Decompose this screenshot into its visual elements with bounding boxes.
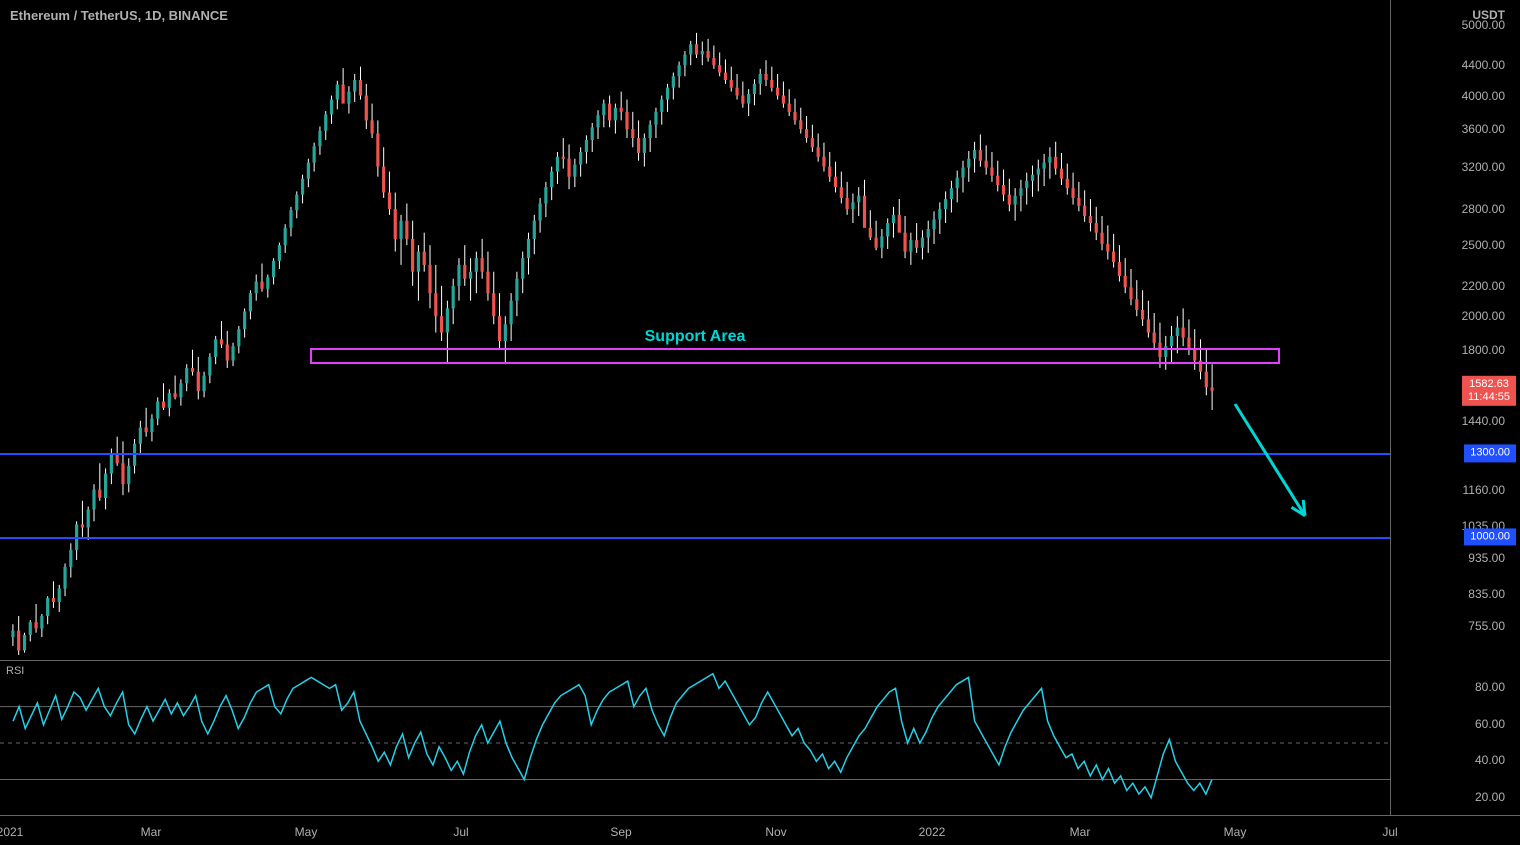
price-axis-tick: 1800.00 <box>1462 343 1505 357</box>
price-axis-tick: 3600.00 <box>1462 122 1505 136</box>
price-axis-tick: 755.00 <box>1468 619 1505 633</box>
time-axis-tick: May <box>295 825 318 839</box>
price-axis-tick: 2800.00 <box>1462 202 1505 216</box>
support-area-rect[interactable] <box>310 348 1280 364</box>
time-axis-tick: 2022 <box>919 825 946 839</box>
time-axis-tick: Mar <box>141 825 162 839</box>
price-axis-tick: 3200.00 <box>1462 160 1505 174</box>
time-axis-tick: 2021 <box>0 825 23 839</box>
level-price-badge: 1000.00 <box>1464 528 1516 545</box>
price-axis-tick: 2000.00 <box>1462 309 1505 323</box>
rsi-axis-tick: 40.00 <box>1475 753 1505 767</box>
time-axis-tick: Mar <box>1070 825 1091 839</box>
horizontal-level-line[interactable] <box>0 537 1390 539</box>
price-axis-tick: 4400.00 <box>1462 58 1505 72</box>
support-area-label: Support Area <box>645 328 746 346</box>
time-axis[interactable]: 2021 Mar May Jul Sep Nov 2022 Mar May Jul <box>0 815 1520 845</box>
time-axis-tick: Jul <box>1382 825 1397 839</box>
rsi-axis-tick: 20.00 <box>1475 790 1505 804</box>
price-axis-tick: 2500.00 <box>1462 238 1505 252</box>
time-axis-tick: Sep <box>610 825 631 839</box>
price-axis-tick: 4000.00 <box>1462 89 1505 103</box>
price-axis-tick: 1440.00 <box>1462 414 1505 428</box>
time-axis-tick: Jul <box>453 825 468 839</box>
chart-title: Ethereum / TetherUS, 1D, BINANCE <box>10 8 228 23</box>
price-axis-tick: 835.00 <box>1468 587 1505 601</box>
rsi-axis-tick: 80.00 <box>1475 680 1505 694</box>
time-axis-tick: Nov <box>765 825 786 839</box>
horizontal-level-line[interactable] <box>0 453 1390 455</box>
price-axis-tick: 2200.00 <box>1462 279 1505 293</box>
rsi-chart-area[interactable]: RSI <box>0 660 1390 815</box>
down-arrow-annotation[interactable] <box>1215 384 1325 536</box>
main-chart-area[interactable]: Ethereum / TetherUS, 1D, BINANCE Support… <box>0 0 1390 655</box>
time-axis-tick: May <box>1224 825 1247 839</box>
price-axis-tick: 1160.00 <box>1463 483 1506 497</box>
price-axis-tick: 5000.00 <box>1462 18 1505 32</box>
rsi-indicator-label: RSI <box>6 665 24 677</box>
price-axis-tick: 935.00 <box>1468 551 1505 565</box>
rsi-axis-tick: 60.00 <box>1475 717 1505 731</box>
price-axis[interactable]: USDT 5000.004400.004000.003600.003200.00… <box>1390 0 1520 815</box>
level-price-badge: 1300.00 <box>1464 445 1516 462</box>
current-price-badge: 1582.6311:44:55 <box>1462 376 1516 406</box>
